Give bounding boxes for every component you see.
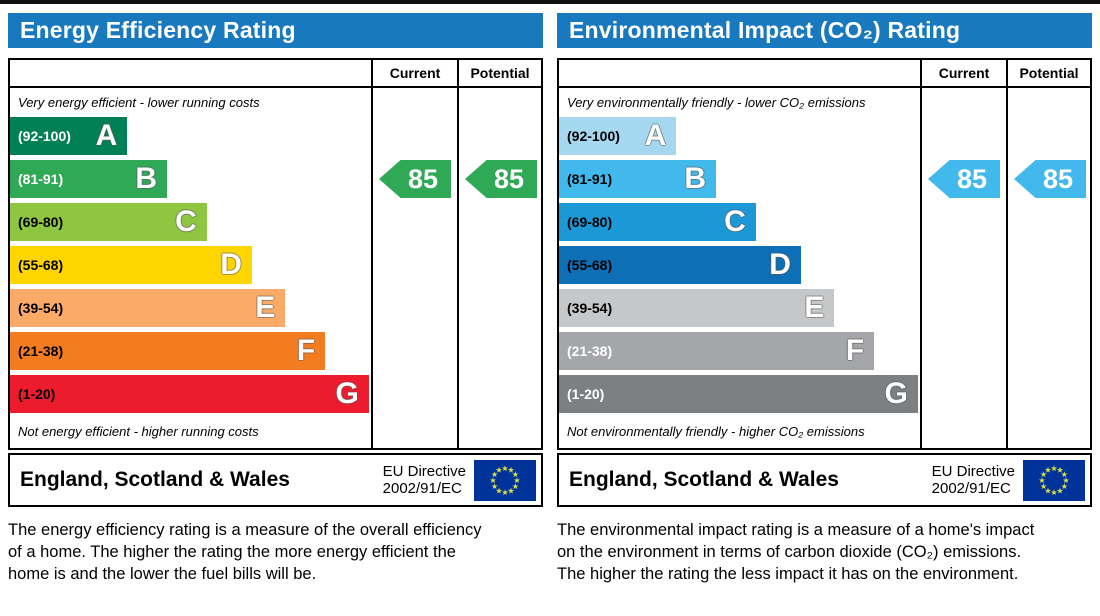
eu-directive-label: EU Directive 2002/91/EC — [932, 463, 1015, 497]
potential-rating-arrow: 85 — [465, 160, 537, 198]
current-column-header: Current — [920, 60, 1006, 86]
band-letter: C — [724, 205, 746, 238]
band-zone: Very energy efficient - lower running co… — [10, 88, 371, 448]
band-range-label: (1-20) — [18, 386, 56, 402]
eu-flag-icon — [1023, 459, 1085, 501]
band-zone: Very environmentally friendly - lower CO… — [559, 88, 920, 448]
eu-directive-line2: 2002/91/EC — [931, 480, 1011, 497]
environmental-impact-chart: Current Potential Very environmentally f… — [557, 58, 1092, 450]
top-divider — [0, 0, 1100, 4]
band-letter: E — [804, 291, 825, 324]
band-range-label: (39-54) — [18, 300, 64, 316]
eu-directive-line1: EU Directive — [931, 463, 1015, 480]
region-label: England, Scotland & Wales — [569, 468, 839, 491]
column-header-row: Current Potential — [10, 60, 541, 88]
band-range-label: (21-38) — [567, 343, 613, 359]
rating-band-e: (39-54) E — [559, 289, 835, 327]
current-rating-arrow: 85 — [928, 160, 1000, 198]
band-range-label: (92-100) — [567, 128, 620, 144]
band-range-label: (21-38) — [18, 343, 64, 359]
jurisdiction-footer: England, Scotland & Wales EU Directive 2… — [8, 453, 543, 507]
rating-band-d: (55-68) D — [559, 246, 801, 284]
band-range-label: (55-68) — [18, 257, 64, 273]
potential-rating-arrow: 85 — [1014, 160, 1086, 198]
band-letter: B — [684, 162, 707, 195]
environmental-impact-title: Environmental Impact (CO₂) Rating — [557, 13, 1092, 48]
rating-band-e: (39-54) E — [10, 289, 286, 327]
environmental-impact-panel: Environmental Impact (CO₂) Rating Curren… — [557, 4, 1092, 585]
column-header-row: Current Potential — [559, 60, 1090, 88]
potential-column-header: Potential — [457, 60, 541, 86]
rating-band-c: (69-80) C — [10, 203, 207, 241]
potential-rating-cell: 85 — [1006, 88, 1090, 448]
band-letter: G — [884, 377, 908, 410]
band-range-label: (81-91) — [567, 171, 613, 187]
bottom-caption: Not energy efficient - higher running co… — [18, 423, 259, 439]
band-range-label: (81-91) — [18, 171, 64, 187]
energy-efficiency-panel: Energy Efficiency Rating Current Potenti… — [8, 4, 543, 585]
rating-band-a: (92-100) A — [559, 117, 677, 155]
energy-efficiency-title: Energy Efficiency Rating — [8, 13, 543, 48]
band-letter: D — [769, 248, 791, 281]
rating-band-g: (1-20) G — [559, 375, 918, 413]
rating-band-b: (81-91) B — [10, 160, 168, 198]
band-letter: A — [95, 119, 118, 152]
energy-efficiency-description: The energy efficiency rating is a measur… — [8, 521, 482, 583]
spacer-cell — [10, 60, 371, 86]
rating-band-d: (55-68) D — [10, 246, 252, 284]
top-caption: Very energy efficient - lower running co… — [18, 94, 260, 110]
band-letter: F — [296, 334, 316, 367]
energy-efficiency-chart: Current Potential Very energy efficient … — [8, 58, 543, 450]
band-range-label: (1-20) — [567, 386, 605, 402]
band-letter: A — [644, 119, 667, 152]
band-letter: C — [175, 205, 197, 238]
eu-directive-line2: 2002/91/EC — [382, 480, 462, 497]
band-letter: D — [220, 248, 242, 281]
chart-body-row: Very energy efficient - lower running co… — [10, 88, 541, 448]
band-range-label: (69-80) — [567, 214, 613, 230]
eu-directive-label: EU Directive 2002/91/EC — [383, 463, 466, 497]
band-letter: B — [135, 162, 158, 195]
potential-column-header: Potential — [1006, 60, 1090, 86]
current-rating-arrow: 85 — [379, 160, 451, 198]
spacer-cell — [559, 60, 920, 86]
rating-band-g: (1-20) G — [10, 375, 369, 413]
environmental-impact-description: The environmental impact rating is a mea… — [557, 521, 1035, 583]
current-rating-cell: 85 — [371, 88, 457, 448]
band-range-label: (39-54) — [567, 300, 613, 316]
band-letter: E — [255, 291, 276, 324]
band-range-label: (92-100) — [18, 128, 71, 144]
rating-band-f: (21-38) F — [10, 332, 326, 370]
band-range-label: (55-68) — [567, 257, 613, 273]
bottom-caption: Not environmentally friendly - higher CO… — [567, 423, 865, 439]
eu-flag-icon — [474, 459, 536, 501]
rating-band-b: (81-91) B — [559, 160, 717, 198]
rating-band-c: (69-80) C — [559, 203, 756, 241]
band-range-label: (69-80) — [18, 214, 64, 230]
chart-body-row: Very environmentally friendly - lower CO… — [559, 88, 1090, 448]
jurisdiction-footer: England, Scotland & Wales EU Directive 2… — [557, 453, 1092, 507]
rating-band-a: (92-100) A — [10, 117, 128, 155]
rating-panels: Energy Efficiency Rating Current Potenti… — [0, 4, 1100, 585]
current-column-header: Current — [371, 60, 457, 86]
potential-rating-cell: 85 — [457, 88, 541, 448]
band-letter: G — [335, 377, 359, 410]
region-label: England, Scotland & Wales — [20, 468, 290, 491]
eu-directive-line1: EU Directive — [382, 463, 466, 480]
band-letter: F — [845, 334, 865, 367]
current-rating-cell: 85 — [920, 88, 1006, 448]
top-caption: Very environmentally friendly - lower CO… — [567, 94, 866, 110]
rating-band-f: (21-38) F — [559, 332, 875, 370]
